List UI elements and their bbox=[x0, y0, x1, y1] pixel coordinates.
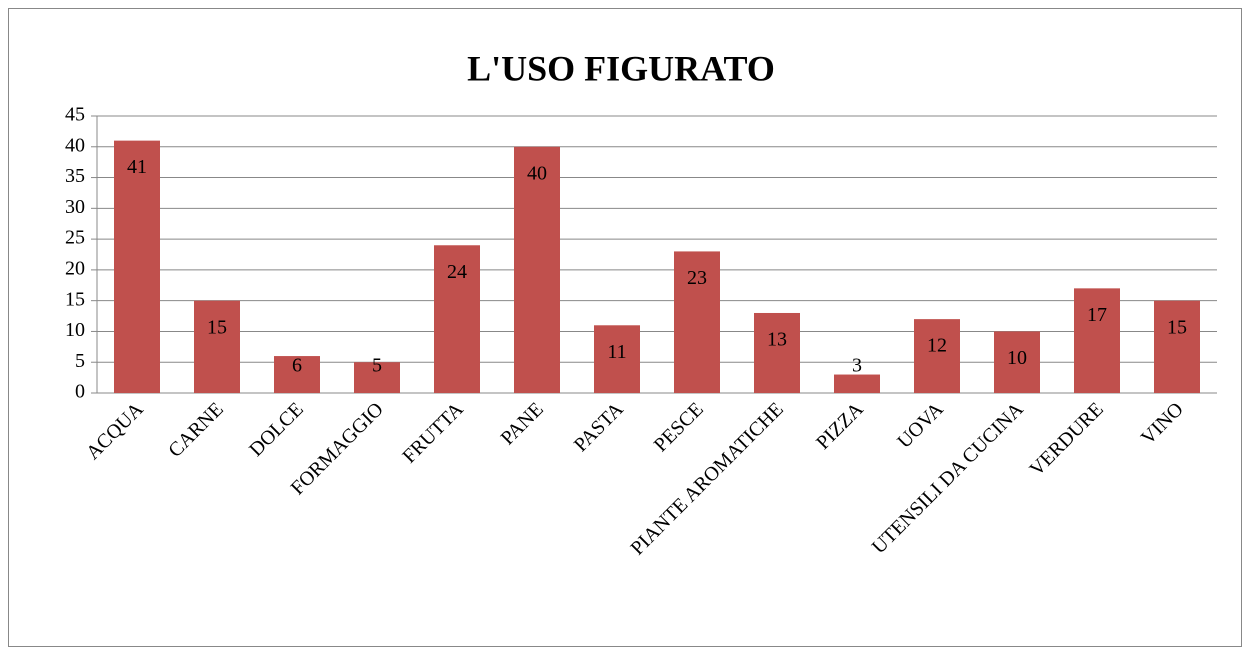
y-tick-label: 30 bbox=[65, 196, 85, 218]
data-label: 12 bbox=[927, 335, 947, 357]
y-tick-label: 5 bbox=[75, 350, 85, 372]
data-label: 5 bbox=[372, 355, 382, 377]
y-tick-label: 0 bbox=[75, 381, 85, 403]
y-tick-label: 45 bbox=[65, 104, 85, 126]
bar bbox=[434, 245, 480, 393]
data-label: 3 bbox=[852, 355, 862, 377]
y-tick-label: 20 bbox=[65, 257, 85, 279]
bar bbox=[354, 362, 400, 393]
bar bbox=[594, 325, 640, 393]
data-label: 6 bbox=[292, 355, 302, 377]
bar bbox=[274, 356, 320, 393]
data-label: 41 bbox=[127, 156, 147, 178]
data-label: 17 bbox=[1087, 304, 1107, 326]
data-label: 11 bbox=[607, 341, 626, 363]
bar bbox=[514, 146, 560, 393]
bar bbox=[1154, 300, 1200, 393]
bar bbox=[674, 251, 720, 393]
bar bbox=[834, 374, 880, 393]
bar bbox=[914, 319, 960, 393]
bar bbox=[194, 300, 240, 393]
bar bbox=[754, 312, 800, 393]
bar bbox=[994, 331, 1040, 393]
bar bbox=[114, 140, 160, 393]
bar bbox=[1074, 288, 1120, 393]
chart-title: L'USO FIGURATO bbox=[467, 48, 775, 88]
y-tick-label: 15 bbox=[65, 288, 85, 310]
data-label: 15 bbox=[207, 316, 227, 338]
data-label: 40 bbox=[527, 162, 547, 184]
data-label: 15 bbox=[1167, 316, 1187, 338]
data-label: 23 bbox=[687, 267, 707, 289]
y-tick-label: 35 bbox=[65, 165, 85, 187]
data-label: 10 bbox=[1007, 347, 1027, 369]
data-label: 24 bbox=[447, 261, 467, 283]
y-tick-label: 25 bbox=[65, 227, 85, 249]
y-tick-label: 40 bbox=[65, 134, 85, 156]
y-tick-label: 10 bbox=[65, 319, 85, 341]
data-label: 13 bbox=[767, 329, 787, 351]
